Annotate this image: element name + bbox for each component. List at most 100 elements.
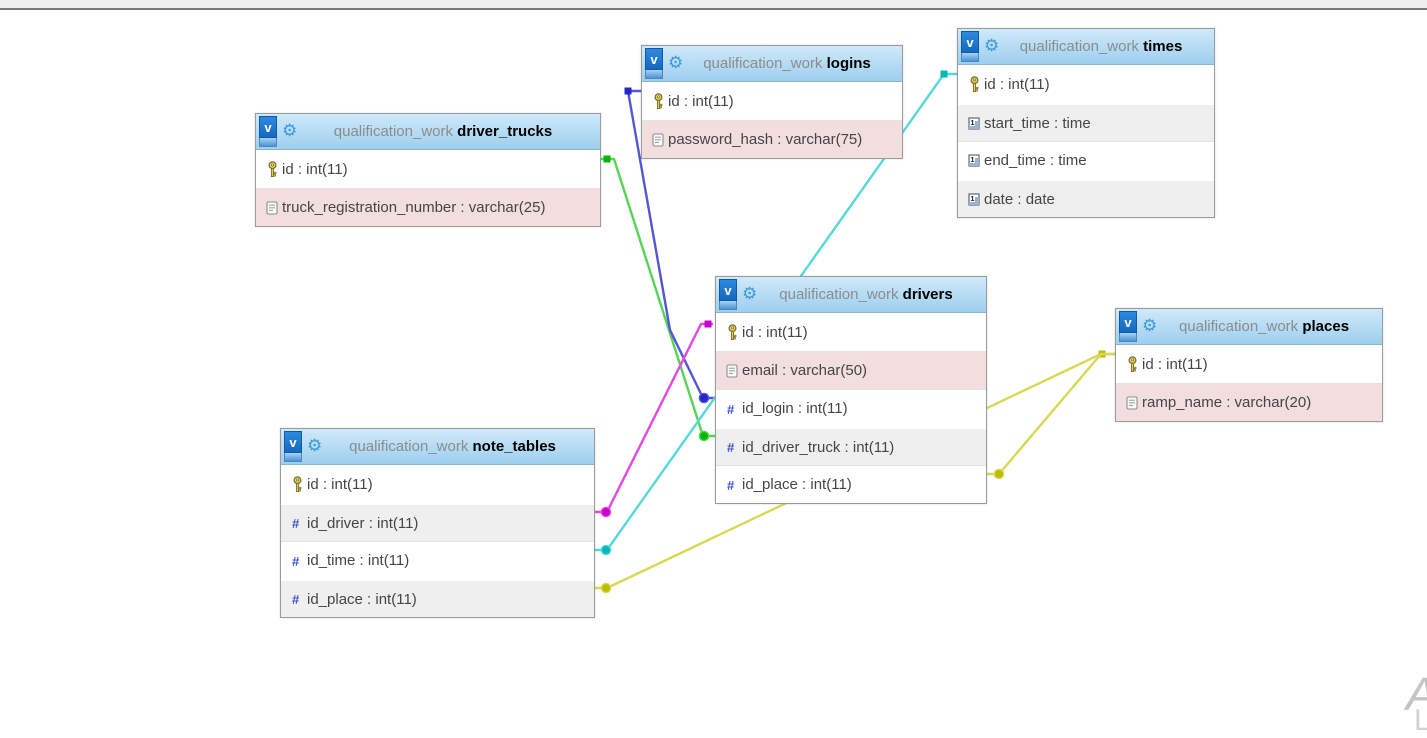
svg-text:#: # xyxy=(727,440,735,454)
column-definition: id_login : int(11) xyxy=(742,400,848,417)
column-row-note_tables[interactable]: # id_time : int(11) xyxy=(281,541,594,579)
table-header[interactable]: v ⚙ qualification_work drivers xyxy=(716,277,986,313)
collapse-button[interactable]: v xyxy=(645,48,663,79)
gear-icon[interactable]: ⚙ xyxy=(984,36,1000,55)
column-definition: email : varchar(50) xyxy=(742,362,868,379)
collapse-button[interactable]: v xyxy=(961,31,979,62)
relation-target-dot xyxy=(993,468,1005,480)
collapse-button[interactable]: v xyxy=(259,116,277,147)
relation-target-dot xyxy=(698,430,710,442)
table-title: qualification_work places xyxy=(1116,318,1382,335)
table-times[interactable]: v ⚙ qualification_work times id : int(11) 1 s… xyxy=(957,28,1215,218)
table-places[interactable]: v ⚙ qualification_work places id : int(11) r… xyxy=(1115,308,1383,422)
column-row-drivers[interactable]: # id_driver_truck : int(11) xyxy=(716,427,986,465)
relation-lines-layer xyxy=(595,70,1115,594)
gear-icon[interactable]: ⚙ xyxy=(307,436,323,455)
collapse-button[interactable]: v xyxy=(1119,311,1137,342)
table-drivers[interactable]: v ⚙ qualification_work drivers id : int(11)… xyxy=(715,276,987,504)
column-row-drivers[interactable]: email : varchar(50) xyxy=(716,351,986,389)
column-row-drivers[interactable]: # id_login : int(11) xyxy=(716,389,986,427)
collapse-v-icon: v xyxy=(259,116,277,138)
schema-name: qualification_work xyxy=(1178,318,1299,335)
table-title: qualification_work logins xyxy=(642,55,902,72)
table-header[interactable]: v ⚙ qualification_work note_tables xyxy=(281,429,594,465)
column-row-times[interactable]: 1 end_time : time xyxy=(958,141,1214,179)
column-row-driver_trucks[interactable]: truck_registration_number : varchar(25) xyxy=(256,188,600,226)
calendar-icon: 1 xyxy=(964,192,984,206)
column-row-times[interactable]: 1 date : date xyxy=(958,179,1214,217)
schema-name: qualification_work xyxy=(333,123,453,140)
gear-icon[interactable]: ⚙ xyxy=(742,284,758,303)
column-definition: end_time : time xyxy=(984,152,1087,169)
key-icon xyxy=(964,75,984,93)
column-row-logins[interactable]: password_hash : varchar(75) xyxy=(642,120,902,158)
gear-icon[interactable]: ⚙ xyxy=(1142,316,1158,335)
table-header[interactable]: v ⚙ qualification_work places xyxy=(1116,309,1382,345)
collapse-button-tab xyxy=(259,138,277,147)
svg-text:#: # xyxy=(727,478,735,492)
table-driver_trucks[interactable]: v ⚙ qualification_work driver_trucks id : i… xyxy=(255,113,601,227)
hash-icon: # xyxy=(722,440,742,454)
designer-canvas: v ⚙ qualification_work driver_trucks id : i… xyxy=(0,12,1427,737)
table-header[interactable]: v ⚙ qualification_work times xyxy=(958,29,1214,65)
table-name: logins xyxy=(826,55,871,72)
collapse-button[interactable]: v xyxy=(719,279,737,310)
relation-target-dot xyxy=(600,544,612,556)
top-scroll-strip xyxy=(0,0,1427,10)
column-row-note_tables[interactable]: # id_place : int(11) xyxy=(281,579,594,617)
column-row-drivers[interactable]: id : int(11) xyxy=(716,313,986,351)
gear-icon[interactable]: ⚙ xyxy=(668,53,684,72)
collapse-v-icon: v xyxy=(961,31,979,53)
column-definition: id_driver : int(11) xyxy=(307,514,419,532)
column-row-times[interactable]: id : int(11) xyxy=(958,65,1214,103)
table-header[interactable]: v ⚙ qualification_work logins xyxy=(642,46,902,82)
column-row-note_tables[interactable]: # id_driver : int(11) xyxy=(281,503,594,541)
collapse-v-icon: v xyxy=(1119,311,1137,333)
column-definition: id : int(11) xyxy=(307,475,373,493)
hash-icon: # xyxy=(722,478,742,492)
relation-target-dot xyxy=(600,582,612,594)
column-definition: id : int(11) xyxy=(984,75,1050,93)
table-name: note_tables xyxy=(472,438,556,455)
table-title: qualification_work driver_trucks xyxy=(256,123,600,140)
table-header[interactable]: v ⚙ qualification_work driver_trucks xyxy=(256,114,600,150)
table-title: qualification_work times xyxy=(958,38,1214,55)
column-row-places[interactable]: id : int(11) xyxy=(1116,345,1382,383)
column-definition: date : date xyxy=(984,190,1055,208)
column-definition: id_place : int(11) xyxy=(307,590,417,608)
collapse-button-tab xyxy=(719,301,737,310)
text-icon xyxy=(262,200,282,215)
key-icon xyxy=(1122,355,1142,373)
svg-text:#: # xyxy=(727,402,735,416)
text-icon xyxy=(722,363,742,378)
text-icon xyxy=(1122,395,1142,410)
relation-source-square xyxy=(624,87,632,95)
collapse-button-tab xyxy=(645,70,663,79)
key-icon xyxy=(648,92,668,110)
collapse-button[interactable]: v xyxy=(284,431,302,462)
column-definition: id : int(11) xyxy=(1142,355,1208,373)
table-logins[interactable]: v ⚙ qualification_work logins id : int(11) p… xyxy=(641,45,903,159)
key-icon xyxy=(287,475,307,493)
relation-target-dot xyxy=(698,392,710,404)
column-row-note_tables[interactable]: id : int(11) xyxy=(281,465,594,503)
hash-icon: # xyxy=(287,592,307,606)
column-row-places[interactable]: ramp_name : varchar(20) xyxy=(1116,383,1382,421)
key-icon xyxy=(262,160,282,178)
collapse-v-icon: v xyxy=(719,279,737,301)
gear-icon[interactable]: ⚙ xyxy=(282,121,298,140)
column-row-driver_trucks[interactable]: id : int(11) xyxy=(256,150,600,188)
hash-icon: # xyxy=(287,554,307,568)
relation-line xyxy=(601,157,715,438)
column-row-times[interactable]: 1 start_time : time xyxy=(958,103,1214,141)
table-name: driver_trucks xyxy=(457,123,553,140)
table-note_tables[interactable]: v ⚙ qualification_work note_tables id : int… xyxy=(280,428,595,618)
hash-icon: # xyxy=(722,402,742,416)
schema-name: qualification_work xyxy=(1019,38,1139,55)
svg-text:#: # xyxy=(292,554,300,568)
collapse-button-tab xyxy=(1119,333,1137,342)
column-definition: id : int(11) xyxy=(282,160,348,178)
table-name: times xyxy=(1143,38,1183,55)
column-row-logins[interactable]: id : int(11) xyxy=(642,82,902,120)
column-row-drivers[interactable]: # id_place : int(11) xyxy=(716,465,986,503)
